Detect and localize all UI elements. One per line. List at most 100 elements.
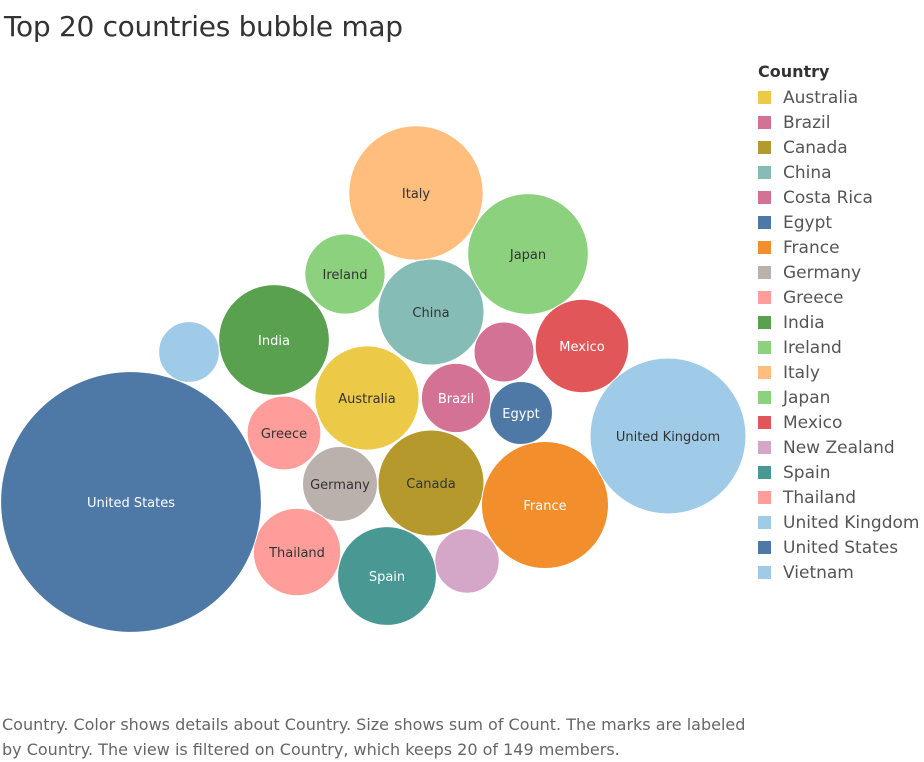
legend-label: Greece: [783, 287, 844, 308]
legend-label: Germany: [783, 262, 862, 283]
bubble-thailand[interactable]: [252, 507, 342, 597]
bubble-new-zealand[interactable]: [434, 528, 500, 594]
legend-swatch: [758, 316, 771, 329]
legend-item-australia[interactable]: Australia: [758, 85, 919, 110]
bubble-france[interactable]: [481, 441, 609, 569]
legend-item-vietnam[interactable]: Vietnam: [758, 560, 919, 585]
bubble-label-canada: Canada: [406, 477, 455, 492]
legend-label: Vietnam: [783, 562, 854, 583]
legend-swatch: [758, 341, 771, 354]
legend-label: India: [783, 312, 825, 333]
bubble-mexico[interactable]: [534, 298, 630, 394]
bubble-label-mexico: Mexico: [559, 340, 604, 355]
legend-label: Costa Rica: [783, 187, 873, 208]
legend-swatch: [758, 466, 771, 479]
legend-swatch: [758, 516, 771, 529]
legend-label: New Zealand: [783, 437, 895, 458]
bubble-label-brazil: Brazil: [438, 392, 474, 407]
legend-swatch: [758, 366, 771, 379]
legend-label: Japan: [783, 387, 831, 408]
bubble-india[interactable]: [218, 284, 330, 396]
legend-item-italy[interactable]: Italy: [758, 360, 919, 385]
bubble-label-italy: Italy: [402, 187, 431, 202]
legend-swatch: [758, 166, 771, 179]
legend-item-canada[interactable]: Canada: [758, 135, 919, 160]
legend-swatch: [758, 566, 771, 579]
legend-item-united-states[interactable]: United States: [758, 535, 919, 560]
bubble-japan[interactable]: [467, 193, 589, 315]
legend-label: United Kingdom: [783, 512, 920, 533]
legend: Country Australia Brazil Canada China Costa …: [758, 62, 919, 585]
legend-items: Australia Brazil Canada China Costa Rica Egyp…: [758, 85, 919, 585]
bubble-ireland[interactable]: [304, 233, 386, 315]
bubble-label-greece: Greece: [261, 427, 307, 442]
legend-item-brazil[interactable]: Brazil: [758, 110, 919, 135]
legend-swatch: [758, 491, 771, 504]
legend-item-japan[interactable]: Japan: [758, 385, 919, 410]
legend-swatch: [758, 441, 771, 454]
legend-item-germany[interactable]: Germany: [758, 260, 919, 285]
bubble-australia[interactable]: [314, 345, 420, 451]
bubble-label-spain: Spain: [369, 570, 405, 585]
bubble-label-china: China: [412, 306, 449, 321]
bubble-label-japan: Japan: [509, 248, 546, 263]
legend-swatch: [758, 216, 771, 229]
legend-item-united-kingdom[interactable]: United Kingdom: [758, 510, 919, 535]
bubble-label-ireland: Ireland: [323, 268, 368, 283]
legend-swatch: [758, 266, 771, 279]
bubble-united-states[interactable]: [0, 371, 262, 633]
legend-swatch: [758, 116, 771, 129]
legend-item-greece[interactable]: Greece: [758, 285, 919, 310]
legend-item-egypt[interactable]: Egypt: [758, 210, 919, 235]
legend-label: China: [783, 162, 832, 183]
legend-swatch: [758, 241, 771, 254]
chart-caption: Country. Color shows details about Count…: [2, 715, 746, 759]
bubble-greece[interactable]: [246, 395, 322, 471]
legend-swatch: [758, 141, 771, 154]
bubble-united-kingdom[interactable]: [589, 357, 747, 515]
bubble-label-egypt: Egypt: [502, 407, 540, 422]
legend-label: Australia: [783, 87, 859, 108]
legend-item-china[interactable]: China: [758, 160, 919, 185]
bubble-label-united-kingdom: United Kingdom: [616, 430, 720, 445]
bubble-canada[interactable]: [377, 429, 485, 537]
legend-label: Italy: [783, 362, 820, 383]
legend-swatch: [758, 416, 771, 429]
legend-item-ireland[interactable]: Ireland: [758, 335, 919, 360]
bubble-label-france: France: [523, 499, 566, 514]
bubble-egypt[interactable]: [489, 381, 553, 445]
bubble-italy[interactable]: [348, 125, 484, 261]
legend-swatch: [758, 541, 771, 554]
legend-item-new-zealand[interactable]: New Zealand: [758, 435, 919, 460]
legend-label: France: [783, 237, 840, 258]
legend-item-france[interactable]: France: [758, 235, 919, 260]
legend-label: Ireland: [783, 337, 842, 358]
legend-label: Spain: [783, 462, 831, 483]
legend-swatch: [758, 291, 771, 304]
legend-item-thailand[interactable]: Thailand: [758, 485, 919, 510]
bubble-label-united-states: United States: [87, 496, 175, 511]
bubble-spain[interactable]: [337, 526, 437, 626]
legend-label: Egypt: [783, 212, 833, 233]
legend-label: Mexico: [783, 412, 843, 433]
legend-item-costa-rica[interactable]: Costa Rica: [758, 185, 919, 210]
legend-item-india[interactable]: India: [758, 310, 919, 335]
legend-item-spain[interactable]: Spain: [758, 460, 919, 485]
bubble-label-germany: Germany: [310, 478, 370, 493]
bubble-costa-rica[interactable]: [473, 321, 535, 383]
legend-swatch: [758, 191, 771, 204]
legend-swatch: [758, 91, 771, 104]
legend-label: Brazil: [783, 112, 831, 133]
legend-title: Country: [758, 62, 830, 81]
bubble-label-australia: Australia: [338, 392, 396, 407]
legend-swatch: [758, 391, 771, 404]
bubble-germany[interactable]: [302, 446, 378, 522]
legend-label: United States: [783, 537, 899, 558]
legend-item-mexico[interactable]: Mexico: [758, 410, 919, 435]
legend-label: Thailand: [783, 487, 857, 508]
bubble-label-india: India: [258, 334, 290, 349]
bubble-vietnam[interactable]: [158, 321, 220, 383]
bubble-brazil[interactable]: [420, 362, 492, 434]
chart-title: Top 20 countries bubble map: [4, 10, 403, 43]
